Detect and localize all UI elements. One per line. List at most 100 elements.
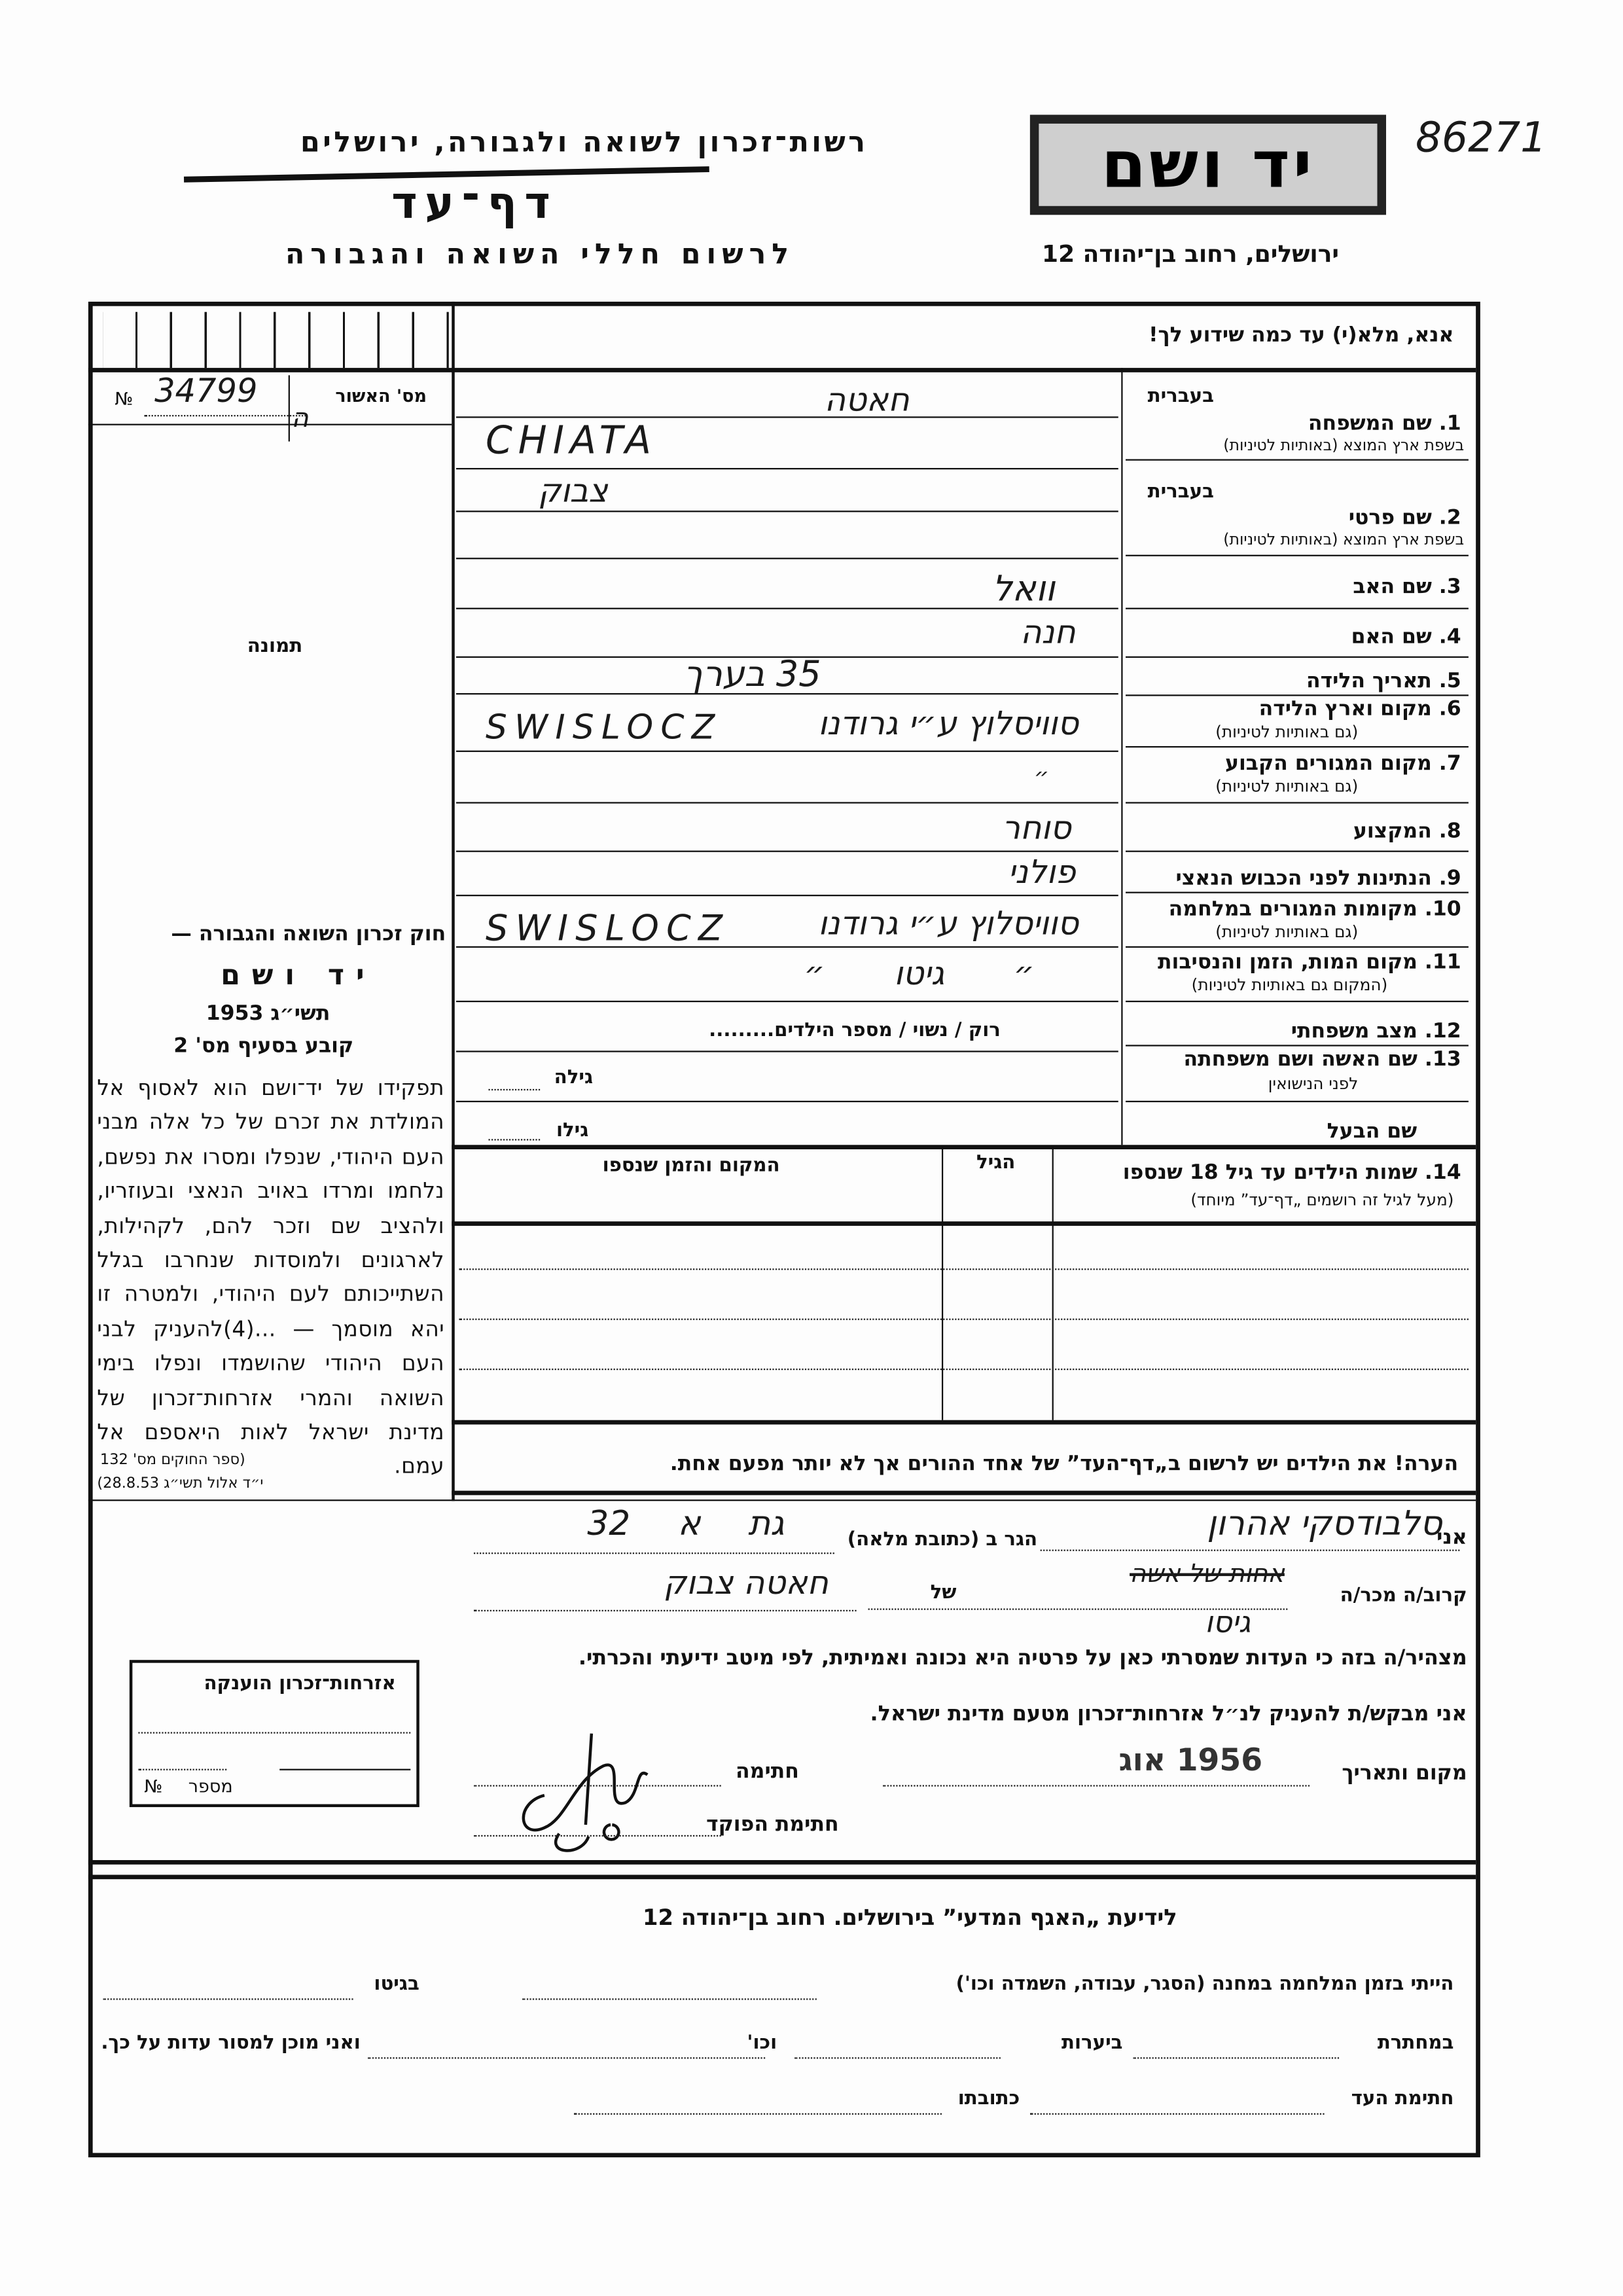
logo-text: יד ושם xyxy=(1101,127,1315,203)
label-line xyxy=(1126,850,1469,852)
table-row-line[interactable] xyxy=(459,1369,1469,1371)
signature-line[interactable] xyxy=(473,1785,721,1787)
f11-sub: (המקום גם באותיות לטיניות) xyxy=(1191,975,1388,995)
witness-name-line xyxy=(1040,1549,1460,1551)
law-citation-1: (ספר החוקים מס' 132 xyxy=(99,1452,245,1469)
law-title: חוק זכרון השואה והגבורה — xyxy=(171,922,446,946)
label-line xyxy=(1126,1000,1469,1003)
husband-age-label: גילו xyxy=(556,1120,589,1142)
top-row-line xyxy=(88,368,1476,372)
label-line xyxy=(1126,891,1469,893)
citizenship-line-short[interactable] xyxy=(138,1768,227,1770)
f13-age-label: גילה xyxy=(554,1067,594,1089)
left-column-divider xyxy=(452,301,455,1501)
row-line xyxy=(456,946,1118,948)
place-date-stamp[interactable]: 1956 אוג xyxy=(1118,1742,1263,1778)
witness-address-line[interactable] xyxy=(573,2113,942,2115)
f1-latin-value[interactable]: CHIATA xyxy=(485,419,658,464)
f10-sub: (גם באותיות לטיניות) xyxy=(1215,922,1359,942)
form-subtitle: לרשום חללי השואה והגבורה xyxy=(285,238,795,271)
decl-relation-label: קרוב/ה מכר/ה xyxy=(1340,1585,1467,1607)
f1-label: 1. שם המשפחה xyxy=(1308,412,1461,436)
table-col-divider xyxy=(1052,1147,1054,1420)
f4-value[interactable]: חנה xyxy=(1020,615,1076,653)
forests-line[interactable] xyxy=(794,2057,1001,2059)
camp-line[interactable] xyxy=(522,1998,817,2000)
of-name-line xyxy=(473,1609,857,1611)
f12-options[interactable]: רוק / נשוי / מספר הילדים......... xyxy=(709,1020,1001,1042)
children-note: הערה! את הילדים יש לרשום ב„דף־העד” של אח… xyxy=(669,1452,1459,1477)
citizenship-box: אזרחות־זכרון הוענקה № מספר xyxy=(129,1660,419,1808)
table-header-line xyxy=(452,1221,1476,1226)
f7-sub: (גם באותיות לטיניות) xyxy=(1215,777,1359,797)
f13-label: 13. שם האשה ושם משפחתה xyxy=(1183,1047,1461,1071)
row-line xyxy=(456,1050,1118,1052)
f10-latin-value[interactable]: SWISLOCZ xyxy=(485,908,730,950)
of-name[interactable]: חאטה צבוק xyxy=(663,1566,829,1603)
decl-i-label: אני xyxy=(1436,1526,1467,1550)
husband-label: שם הבעל xyxy=(1327,1120,1418,1144)
witness-address[interactable]: גת א 32 xyxy=(587,1505,785,1544)
table-row-line[interactable] xyxy=(459,1318,1469,1320)
f9-value[interactable]: פולני xyxy=(1008,855,1076,892)
ghetto-line[interactable] xyxy=(103,1998,353,2000)
place-date-label: מקום ותאריך xyxy=(1342,1761,1467,1785)
f2-hebrew-value[interactable]: צבוק xyxy=(538,473,608,511)
note-line xyxy=(452,1490,1476,1496)
etc-label: וכו' xyxy=(747,2032,777,2054)
row-line xyxy=(456,1100,1118,1103)
law-body: תפקידו של יד־ושם הוא לאסוף אל המולדת את … xyxy=(97,1075,445,1480)
f8-value[interactable]: סוחר xyxy=(1002,810,1071,848)
decl-resides-label: הגר ב (כתובת מלאה) xyxy=(847,1529,1038,1551)
underground-line[interactable] xyxy=(1133,2057,1340,2059)
label-line xyxy=(1126,554,1469,556)
law-clause: קובע בסעיף מס' 2 xyxy=(173,1034,354,1058)
relation-line xyxy=(868,1608,1288,1610)
husband-age-line[interactable] xyxy=(488,1139,541,1141)
registration-mark: ה xyxy=(291,403,309,435)
section-divider xyxy=(88,1859,1476,1865)
registration-line xyxy=(144,415,306,417)
table-col-divider xyxy=(941,1147,944,1420)
row-line xyxy=(456,1000,1118,1003)
table-row-line[interactable] xyxy=(459,1268,1469,1270)
f13-sub: לפני הנישואין xyxy=(1268,1074,1359,1094)
camp-label: הייתי בזמן המלחמה במחנה (הסגר, עבודה, הש… xyxy=(955,1973,1454,1996)
address-line xyxy=(473,1552,834,1554)
f1-latin-label: בשפת ארץ המוצא (באותיות לטיניות) xyxy=(1223,437,1465,455)
registrar-line[interactable] xyxy=(473,1835,721,1837)
f5-value[interactable]: 35 בערך xyxy=(683,653,821,695)
children-header-names: 14. שמות הילדים עד גיל 18 שנספו xyxy=(1122,1160,1461,1185)
f1-hebrew-value[interactable]: חאטה xyxy=(824,382,910,420)
citizenship-line[interactable] xyxy=(138,1732,411,1734)
f11-value[interactable]: ״ גיטו ״ xyxy=(804,956,1035,994)
header-address: ירושלים, רחוב בן־יהודה 12 xyxy=(1042,240,1340,268)
f3-label: 3. שם האב xyxy=(1353,575,1461,600)
label-line xyxy=(1126,745,1469,748)
row-line xyxy=(456,895,1118,897)
f3-value[interactable]: וואל xyxy=(991,567,1056,609)
relation-value[interactable]: גיסו xyxy=(1205,1604,1251,1640)
f7-value[interactable]: ״ xyxy=(1033,762,1050,791)
row-line xyxy=(456,656,1118,658)
f2-label: 2. שם פרטי xyxy=(1348,506,1461,530)
f13-age-line[interactable] xyxy=(488,1088,541,1091)
f10-value[interactable]: סוויסלוץ ע״י גרודנו xyxy=(818,906,1079,944)
f10-label: 10. מקומות המגורים במלחמה xyxy=(1168,897,1461,922)
row-line xyxy=(456,467,1118,470)
witness-name[interactable]: סלבודסקי אהרון xyxy=(1207,1505,1442,1544)
row-line xyxy=(456,750,1118,752)
f11-label: 11. מקום המות, הזמן והנסיבות xyxy=(1158,950,1461,975)
f9-label: 9. הנתינות לפני הכבוש הנאצי xyxy=(1175,867,1461,891)
f6-value[interactable]: סוויסלוץ ע״י גרודנו xyxy=(818,706,1079,744)
f6-latin-value[interactable]: SWISLOCZ xyxy=(485,709,722,748)
citizenship-no-sign: № xyxy=(144,1776,163,1797)
witness-address-label: כתובתו xyxy=(957,2088,1020,2111)
registration-number[interactable]: 34799 xyxy=(154,374,258,411)
witness-signature-line[interactable] xyxy=(1029,2113,1325,2115)
authority-name: רשות־זכרון לשואה ולגבורה, ירושלים xyxy=(300,126,868,159)
decl-request: אני מבקש/ת להעניק לנ״ל אזרחות־זכרון מטעם… xyxy=(870,1702,1467,1727)
row-line xyxy=(456,558,1118,560)
etc-line[interactable] xyxy=(368,2057,766,2059)
